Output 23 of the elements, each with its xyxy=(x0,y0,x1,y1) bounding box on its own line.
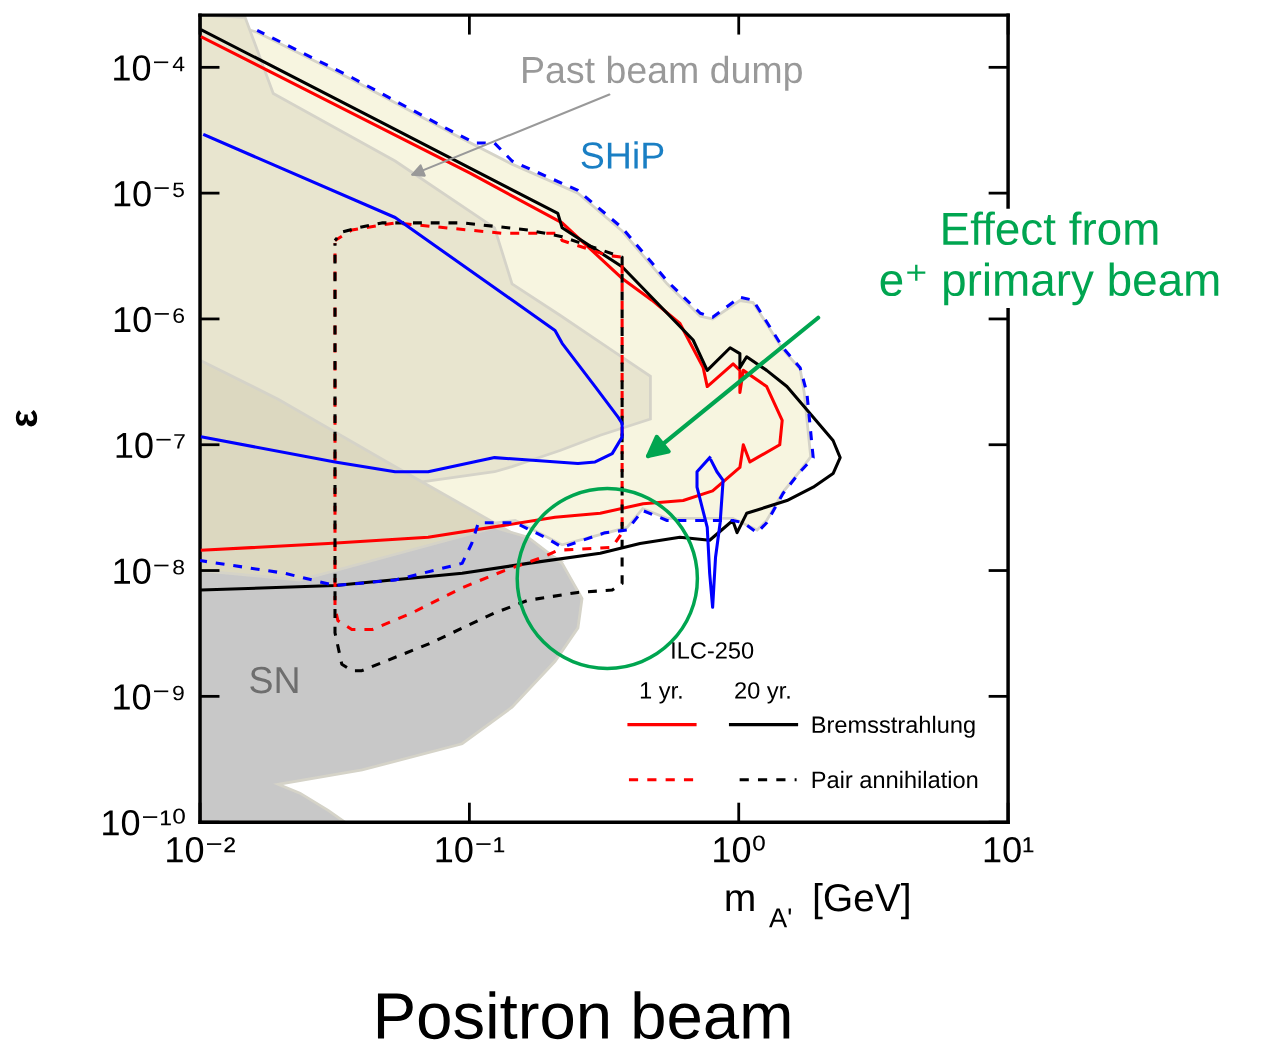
text: Positron beam xyxy=(377,991,790,1040)
x-tick-label: 10¹ xyxy=(984,836,1034,863)
annotation: SHiP xyxy=(581,141,664,169)
y-tick-label: 10⁻⁵ xyxy=(114,181,184,207)
y-tick-label: 10⁻⁶ xyxy=(114,306,185,333)
x-tick-label: 10⁻² xyxy=(167,836,235,863)
x-tick-label: 10⁰ xyxy=(714,835,765,863)
annotation: 1 yr. xyxy=(640,682,682,704)
annotation: Past beam dump xyxy=(523,55,802,91)
y-tick-label: 10⁻⁹ xyxy=(114,684,184,710)
legend-label: Pair annihilation xyxy=(812,770,978,789)
y-tick-label: 10⁻⁸ xyxy=(114,558,184,584)
y-tick-label: 10⁻⁴ xyxy=(114,55,185,81)
annotation: Effect from e⁺ primary beam xyxy=(880,211,1219,306)
y-tick-label: 10⁻⁷ xyxy=(116,432,185,459)
legend-label: Bremsstrahlung xyxy=(812,715,975,738)
x-axis-title: mA' [GeV] xyxy=(726,882,909,928)
y-axis-title: ε xyxy=(15,410,38,427)
annotation: SN xyxy=(250,666,298,694)
x-tick-label: 10⁻¹ xyxy=(436,836,505,863)
legend-title: ILC-250 xyxy=(672,642,754,659)
annotation: 20 yr. xyxy=(735,682,790,704)
y-tick-label: 10⁻¹⁰ xyxy=(103,808,185,836)
